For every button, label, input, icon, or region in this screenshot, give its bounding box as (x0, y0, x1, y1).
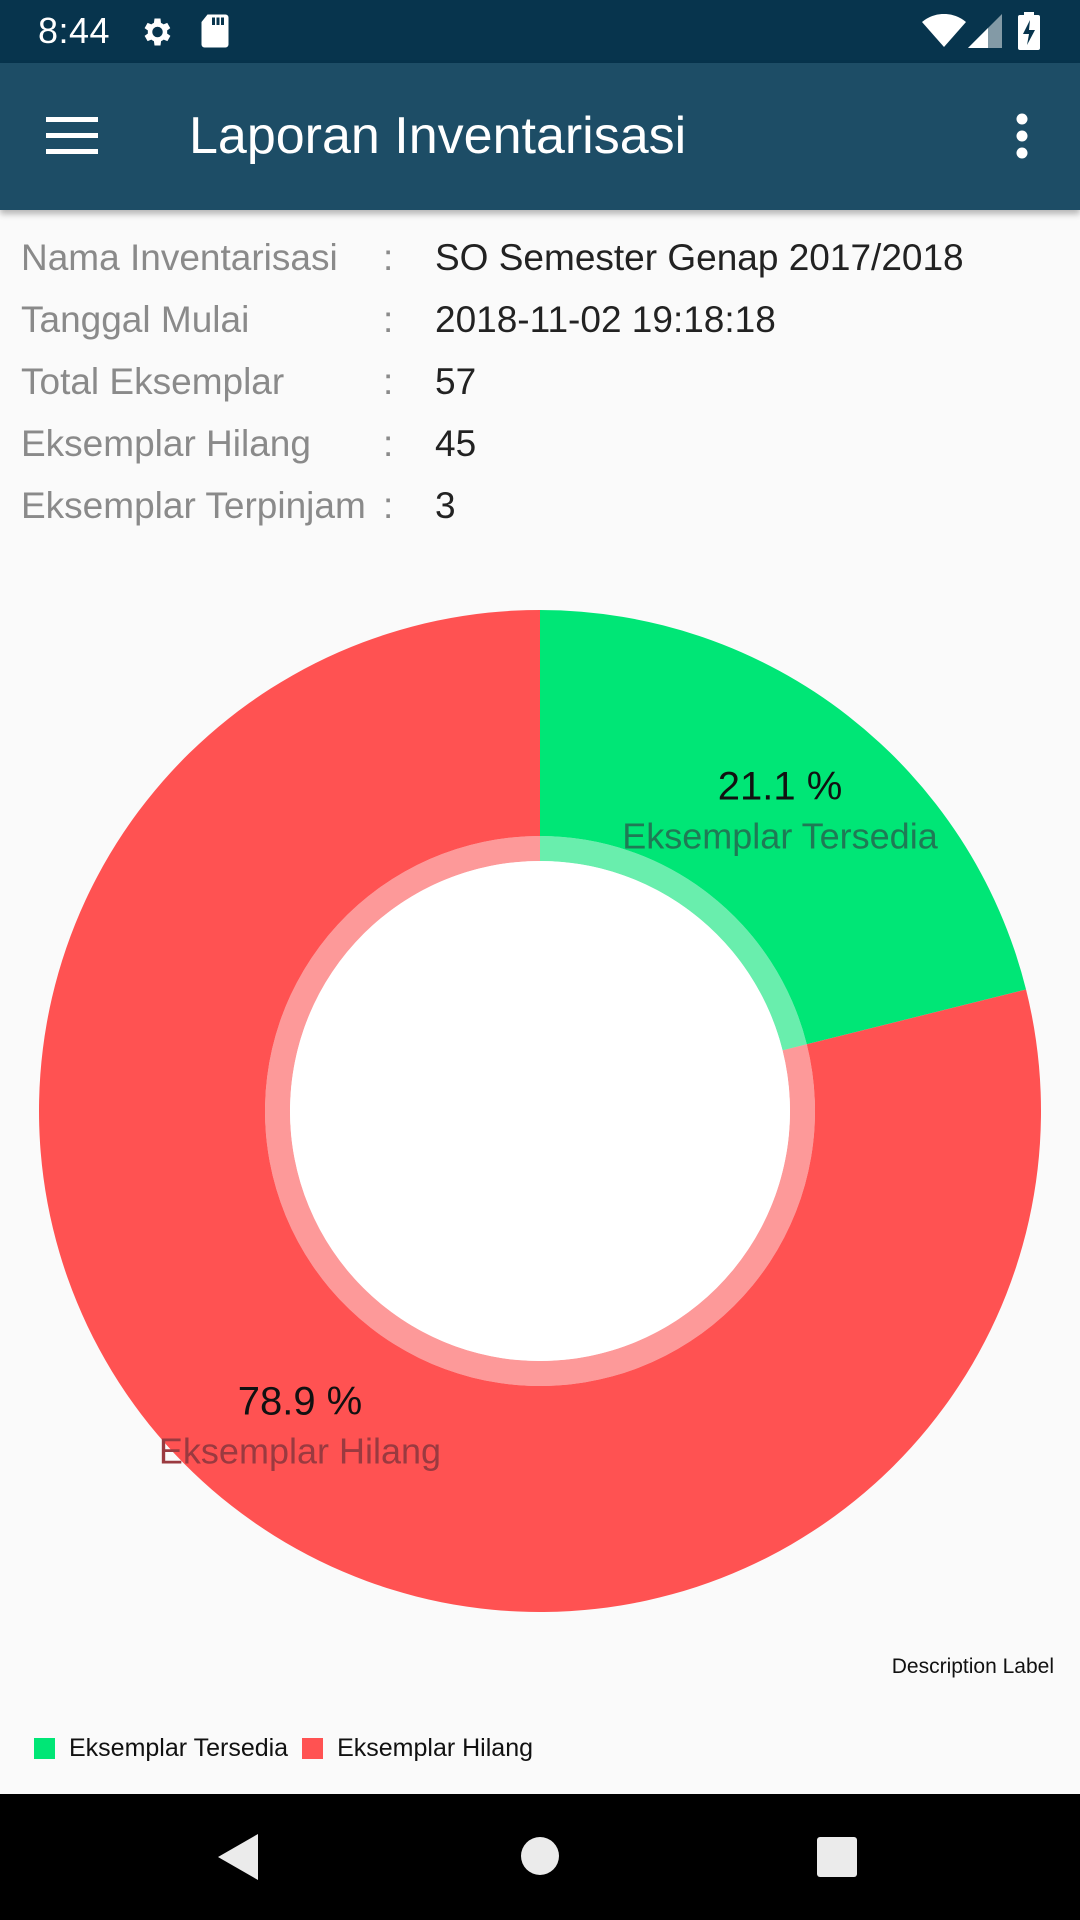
info-value: SO Semester Genap 2017/2018 (435, 237, 964, 278)
slice-value-label: 21.1 % (718, 765, 843, 809)
chart-legend: Eksemplar Tersedia Eksemplar Hilang (34, 1733, 547, 1763)
info-label: Nama Inventarisasi (21, 237, 338, 278)
battery-charging-icon (1018, 12, 1040, 55)
info-row-start-date: Tanggal Mulai : 2018-11-02 19:18:18 (21, 292, 1061, 354)
legend-label: Eksemplar Hilang (337, 1733, 534, 1762)
recents-square-icon[interactable] (817, 1837, 857, 1882)
info-label: Total Eksemplar (21, 361, 285, 402)
legend-label: Eksemplar Tersedia (69, 1733, 289, 1762)
donut-hole (290, 861, 790, 1361)
info-colon: : (383, 237, 394, 278)
donut-chart-svg: 21.1 % Eksemplar Tersedia 78.9 % Eksemplar … (39, 609, 1042, 1612)
slice-category-label: Eksemplar Tersedia (622, 816, 938, 857)
legend-swatch-tersedia (34, 1737, 55, 1759)
info-value: 2018-11-02 19:18:18 (435, 299, 776, 340)
signal-icon (968, 14, 1002, 53)
info-colon: : (383, 361, 394, 402)
info-label: Tanggal Mulai (21, 299, 250, 340)
chart-description: Description Label (891, 1655, 1054, 1678)
back-triangle-icon[interactable] (218, 1834, 258, 1885)
info-value: 57 (435, 361, 477, 402)
donut-chart[interactable]: 21.1 % Eksemplar Tersedia 78.9 % Eksemplar … (0, 540, 1080, 1780)
info-value: 45 (435, 423, 477, 464)
info-row-name: Nama Inventarisasi : SO Semester Genap 2… (21, 230, 1061, 292)
info-row-borrowed: Eksemplar Terpinjam : 3 (21, 478, 1061, 540)
info-colon: : (383, 299, 394, 340)
info-row-lost: Eksemplar Hilang : 45 (21, 416, 1061, 478)
navigation-bar (0, 1794, 1080, 1920)
info-row-total: Total Eksemplar : 57 (21, 354, 1061, 416)
hamburger-menu-icon[interactable] (46, 117, 98, 160)
more-vert-icon[interactable] (1014, 113, 1030, 164)
app-bar: Laporan Inventarisasi (0, 63, 1080, 210)
pie-inner-ring-tersedia (540, 836, 807, 1051)
info-value: 3 (435, 485, 456, 526)
info-label: Eksemplar Hilang (21, 423, 311, 464)
settings-icon (138, 14, 174, 55)
info-colon: : (383, 423, 394, 464)
inventory-info: Nama Inventarisasi : SO Semester Genap 2… (21, 230, 1061, 540)
legend-swatch-hilang (302, 1737, 324, 1759)
wifi-icon (922, 13, 966, 53)
page-title: Laporan Inventarisasi (189, 107, 687, 165)
status-bar: 8:44 (0, 0, 1080, 63)
slice-category-label: Eksemplar Hilang (159, 1430, 441, 1471)
info-colon: : (383, 485, 394, 526)
info-label: Eksemplar Terpinjam (21, 485, 366, 526)
slice-value-label: 78.9 % (238, 1379, 363, 1423)
status-time: 8:44 (38, 10, 111, 51)
legend-item-tersedia: Eksemplar Tersedia (34, 1734, 288, 1763)
pie-slice-hilang[interactable] (39, 609, 1042, 1612)
home-circle-icon[interactable] (520, 1836, 560, 1881)
pie-slice-tersedia[interactable] (540, 610, 1027, 1045)
sd-card-icon (200, 13, 230, 54)
legend-item-hilang: Eksemplar Hilang (302, 1734, 533, 1763)
